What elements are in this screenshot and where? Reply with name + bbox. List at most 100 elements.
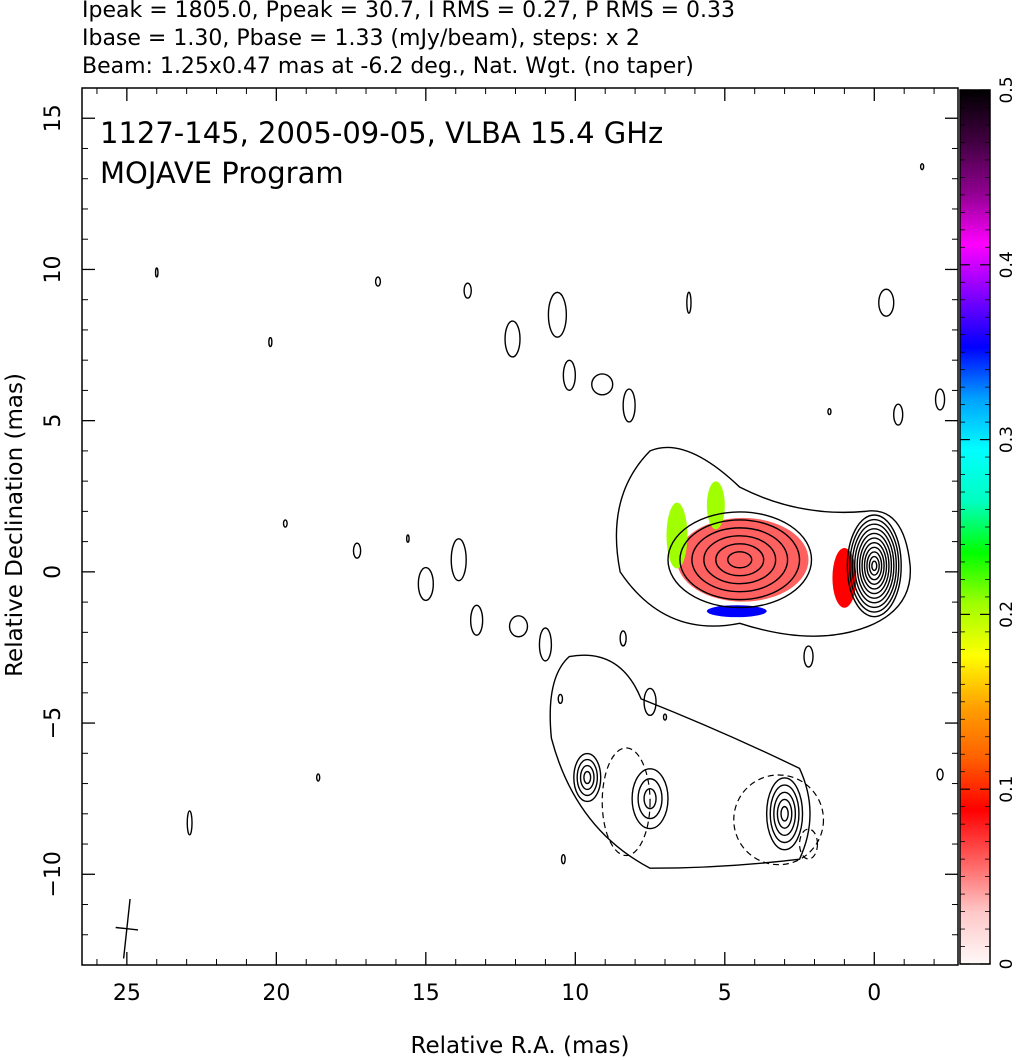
- noise-contour-23: [878, 288, 895, 317]
- noise-contour-17: [643, 687, 657, 717]
- noise-contour-6: [374, 276, 382, 287]
- colorbar-tick-label: 0.4: [997, 251, 1017, 278]
- southern-knot-contour-3: [583, 770, 592, 785]
- outer-component-contour-3: [776, 798, 793, 829]
- noise-contour-18: [662, 713, 668, 721]
- core-contour-10: [871, 560, 878, 572]
- x-tick-label: 15: [412, 981, 440, 1006]
- x-tick-label: 0: [867, 981, 881, 1006]
- inner-jet-contour-0: [667, 511, 813, 609]
- southern-knot-2-contour-1: [637, 778, 663, 820]
- inner-jet-contour-1: [679, 519, 801, 601]
- polarization-patch-0: [676, 517, 809, 602]
- southern-knot-contour-2: [579, 764, 595, 791]
- noise-contour-22: [934, 388, 946, 411]
- noise-contour-14: [508, 615, 529, 638]
- noise-contour-1: [547, 291, 568, 338]
- x-tick-label: 25: [113, 981, 141, 1006]
- core-contour-3: [854, 528, 895, 604]
- negative-contour-1: [733, 774, 825, 866]
- colorbar-tick-label: 0: [997, 959, 1017, 970]
- colorbar-tick-label: 0.5: [997, 76, 1017, 103]
- noise-contour-21: [893, 403, 904, 426]
- core-contour-1: [849, 518, 900, 613]
- x-tick-label: 5: [718, 981, 732, 1006]
- core-contour-7: [863, 546, 885, 585]
- program-label: MOJAVE Program: [100, 156, 344, 190]
- inner-jet-contour-2: [691, 527, 789, 593]
- outer-component-contour-1: [769, 784, 800, 844]
- noise-contour-28: [186, 810, 193, 836]
- y-axis-label: Relative Declination (mas): [2, 373, 28, 677]
- x-tick-label: 10: [561, 981, 589, 1006]
- noise-contour-25: [686, 291, 692, 314]
- beam-marker: [115, 898, 139, 959]
- noise-contour-16: [619, 630, 627, 647]
- x-axis-label: Relative R.A. (mas): [411, 1033, 630, 1059]
- noise-contour-10: [405, 534, 410, 543]
- negative-contour-0: [601, 747, 651, 857]
- inner-jet-contour-3: [703, 535, 777, 585]
- header-line-2: Ibase = 1.30, Pbase = 1.33 (mJy/beam), s…: [82, 26, 640, 51]
- noise-contour-29: [557, 693, 564, 705]
- core-contour-2: [851, 523, 898, 609]
- noise-contour-30: [560, 853, 566, 865]
- outer-component-contour-4: [780, 805, 789, 822]
- noise-contour-9: [352, 542, 362, 559]
- noise-contour-20: [827, 407, 832, 416]
- inner-jet-contour-5: [727, 551, 753, 569]
- noise-contour-19: [803, 645, 814, 668]
- total-intensity-contours: [154, 162, 946, 869]
- source-title: 1127-145, 2005-09-05, VLBA 15.4 GHz: [100, 116, 663, 150]
- core-contour-5: [858, 537, 890, 595]
- noise-contour-12: [417, 566, 434, 602]
- negative-contour-2: [798, 828, 819, 860]
- header-line-1: Ipeak = 1805.0, Ppeak = 30.7, I RMS = 0.…: [82, 0, 735, 23]
- colorbar-tick-label: 0.2: [997, 601, 1017, 628]
- colorbar-tick-label: 0.3: [997, 426, 1017, 453]
- plot-frame: [81, 87, 959, 966]
- noise-contour-11: [450, 538, 467, 582]
- southern-knot-2-contour-2: [643, 788, 657, 810]
- polarization-patch-2: [706, 481, 725, 530]
- noise-contour-15: [538, 627, 553, 662]
- axis-ticks: 25 20 15 10 5 0 15 10 5 0 −5 −10: [41, 88, 958, 1006]
- colorbar-tick-label: 0.1: [997, 776, 1017, 803]
- y-tick-label: −10: [41, 851, 66, 897]
- noise-contour-2: [562, 359, 577, 391]
- noise-contour-4: [622, 388, 636, 423]
- noise-contour-31: [936, 768, 944, 781]
- x-tick-label: 20: [262, 981, 290, 1006]
- noise-contour-3: [591, 373, 614, 396]
- y-tick-label: −5: [41, 707, 66, 739]
- southern-knot-contour-0: [573, 752, 602, 803]
- core-contour-4: [856, 532, 893, 599]
- y-tick-label: 15: [41, 104, 66, 132]
- core-contour-6: [861, 542, 888, 590]
- colorbar-ticks: 0 0.1 0.2 0.3 0.4 0.5: [960, 76, 1017, 969]
- northern-jet-envelope: [615, 446, 911, 637]
- y-tick-label: 5: [41, 414, 66, 428]
- polarization-patch-4: [706, 605, 767, 618]
- noise-contour-26: [282, 519, 288, 528]
- noise-contour-24: [919, 162, 925, 171]
- core-contour-9: [868, 555, 880, 576]
- core-contour-8: [866, 551, 883, 581]
- header-line-3: Beam: 1.25x0.47 mas at -6.2 deg., Nat. W…: [82, 54, 694, 79]
- y-tick-label: 0: [41, 565, 66, 579]
- outer-component-contour-0: [765, 777, 804, 851]
- noise-contour-27: [315, 773, 321, 782]
- outer-component-contour-2: [773, 791, 797, 837]
- noise-contour-7: [268, 336, 273, 348]
- core-contour-0: [846, 514, 902, 618]
- noise-contour-8: [154, 267, 159, 278]
- noise-contour-0: [504, 320, 521, 358]
- noise-contour-5: [463, 282, 472, 299]
- noise-contour-13: [469, 604, 484, 636]
- southern-jet-envelope: [549, 654, 811, 869]
- inner-jet-contour-4: [715, 543, 765, 577]
- y-tick-label: 10: [41, 255, 66, 283]
- southern-knot-2-contour-0: [631, 768, 669, 830]
- southern-knot-contour-1: [576, 758, 599, 797]
